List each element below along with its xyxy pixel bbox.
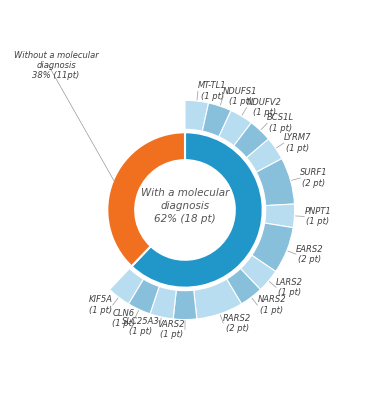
Text: KIF5A
(1 pt): KIF5A (1 pt) <box>89 296 112 315</box>
Wedge shape <box>173 290 197 320</box>
Text: Without a molecular
diagnosis
38% (11pt): Without a molecular diagnosis 38% (11pt) <box>14 50 98 80</box>
Wedge shape <box>246 139 282 172</box>
Text: BCS1L
(1 pt): BCS1L (1 pt) <box>267 114 295 133</box>
Wedge shape <box>194 279 242 319</box>
Wedge shape <box>265 204 295 228</box>
Wedge shape <box>240 255 276 290</box>
Text: PNPT1
(1 pt): PNPT1 (1 pt) <box>305 207 331 226</box>
Wedge shape <box>128 279 159 314</box>
Text: LARS2
(1 pt): LARS2 (1 pt) <box>276 278 303 297</box>
Wedge shape <box>185 100 209 131</box>
Text: SURF1
(2 pt): SURF1 (2 pt) <box>300 168 328 188</box>
Wedge shape <box>132 132 263 288</box>
Wedge shape <box>202 103 231 137</box>
Wedge shape <box>219 110 251 146</box>
Wedge shape <box>110 268 144 304</box>
Text: LYRM7
(1 pt): LYRM7 (1 pt) <box>284 133 312 152</box>
Wedge shape <box>256 159 295 206</box>
Text: NARS2
(1 pt): NARS2 (1 pt) <box>258 296 286 315</box>
Wedge shape <box>226 268 260 304</box>
Wedge shape <box>252 223 293 272</box>
Text: RARS2
(2 pt): RARS2 (2 pt) <box>223 314 252 333</box>
Text: SLC25A3
(1 pt): SLC25A3 (1 pt) <box>122 317 159 336</box>
Text: CLN6
(1 pt): CLN6 (1 pt) <box>112 309 135 328</box>
Text: With a molecular
diagnosis
62% (18 pt): With a molecular diagnosis 62% (18 pt) <box>141 188 229 224</box>
Text: NDUFS1
(1 pt): NDUFS1 (1 pt) <box>223 87 258 106</box>
Text: MT-TL1
(1 pt): MT-TL1 (1 pt) <box>198 82 226 101</box>
Text: EARS2
(2 pt): EARS2 (2 pt) <box>296 244 324 264</box>
Wedge shape <box>150 286 176 319</box>
Wedge shape <box>234 123 269 158</box>
Text: NDUFV2
(1 pt): NDUFV2 (1 pt) <box>247 98 282 117</box>
Wedge shape <box>107 132 185 266</box>
Text: VARS2
(1 pt): VARS2 (1 pt) <box>158 320 185 339</box>
